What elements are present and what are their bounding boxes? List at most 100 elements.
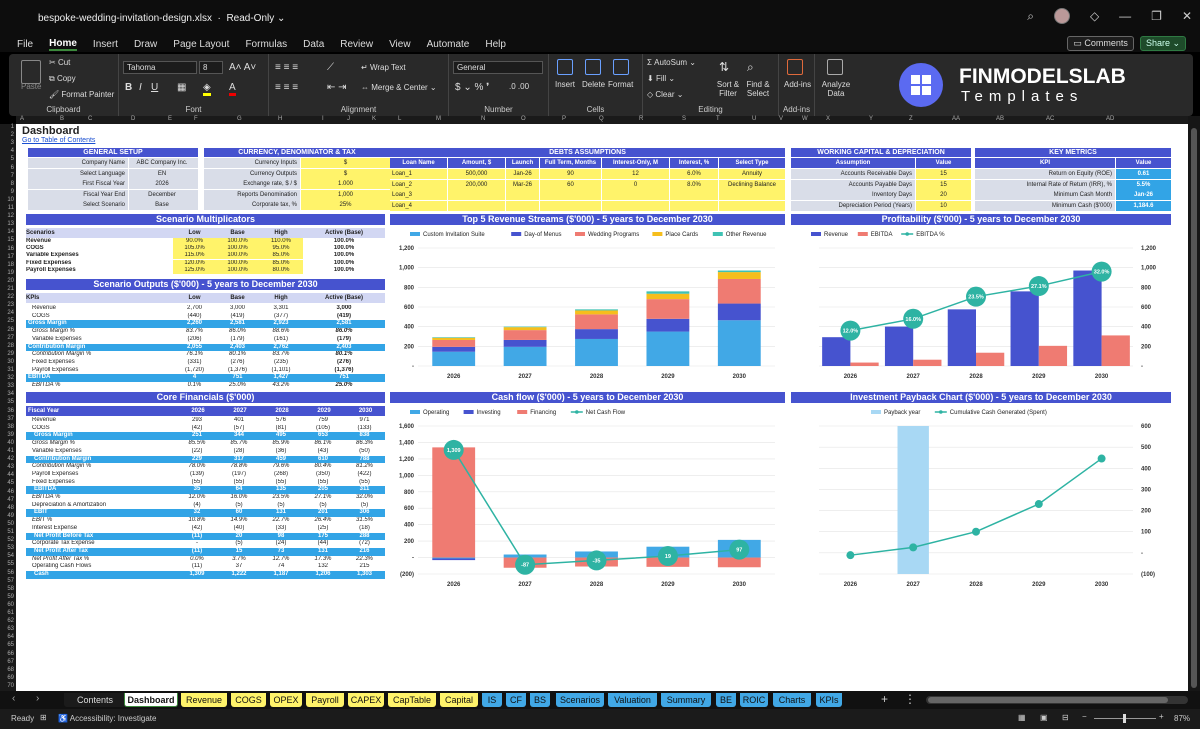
- vertical-scrollbar[interactable]: [1188, 116, 1200, 691]
- analyze-data-icon[interactable]: [827, 59, 843, 75]
- tab-dashboard[interactable]: Dashboard: [124, 693, 178, 707]
- column-header-I[interactable]: I: [322, 116, 324, 122]
- row-header[interactable]: 11: [7, 205, 14, 211]
- row-header[interactable]: 34: [7, 391, 14, 398]
- row-header[interactable]: 36: [7, 407, 14, 414]
- column-header-C[interactable]: C: [88, 116, 93, 122]
- tab-capex[interactable]: CAPEX: [348, 693, 384, 707]
- row-header[interactable]: 2: [10, 132, 14, 139]
- format-cells-icon[interactable]: [613, 59, 629, 75]
- grow-font-icon[interactable]: A˄ A˅: [229, 62, 257, 73]
- row-header[interactable]: 49: [7, 512, 14, 519]
- row-header[interactable]: 59: [7, 593, 14, 600]
- paste-icon[interactable]: [21, 60, 41, 84]
- zoom-out-icon[interactable]: −: [1082, 712, 1087, 721]
- column-header-Q[interactable]: Q: [599, 116, 604, 122]
- fill-color-icon[interactable]: ◈: [203, 82, 211, 96]
- zoom-level[interactable]: 87%: [1174, 714, 1191, 723]
- row-header[interactable]: 28: [7, 342, 14, 349]
- row-header[interactable]: 17: [7, 253, 14, 260]
- tab-payroll[interactable]: Payroll: [306, 693, 344, 707]
- row-header[interactable]: 15: [7, 237, 14, 244]
- row-header[interactable]: 45: [7, 480, 14, 487]
- column-header-Z[interactable]: Z: [909, 116, 913, 122]
- font-name-select[interactable]: Tahoma: [123, 61, 197, 74]
- row-header[interactable]: 38: [7, 423, 14, 430]
- sort-filter-button[interactable]: Sort & Filter: [716, 80, 740, 98]
- cut-button[interactable]: ✂ Cut: [49, 58, 71, 67]
- column-header-F[interactable]: F: [194, 116, 198, 122]
- tab-scenarios[interactable]: Scenarios: [556, 693, 604, 707]
- merge-center-button[interactable]: ⇔ Merge & Center ⌄: [361, 83, 437, 92]
- restore-icon[interactable]: ❐: [1151, 9, 1162, 23]
- addins-icon[interactable]: [787, 59, 803, 75]
- tab-opex[interactable]: OPEX: [270, 693, 302, 707]
- row-header[interactable]: 60: [7, 601, 14, 608]
- align-top-icon[interactable]: ≡ ≡ ≡: [275, 62, 299, 73]
- column-header-U[interactable]: U: [752, 116, 757, 122]
- tab-next-icon[interactable]: ›: [36, 693, 40, 704]
- tab-charts[interactable]: Charts: [773, 693, 811, 707]
- row-header[interactable]: 65: [7, 642, 14, 649]
- row-header[interactable]: 67: [7, 658, 14, 665]
- row-header[interactable]: 40: [7, 439, 14, 446]
- currency-icon[interactable]: $ ⌄ % ❜: [455, 82, 490, 93]
- tab-contents[interactable]: Contents: [64, 693, 126, 707]
- row-header[interactable]: 58: [7, 585, 14, 592]
- underline-icon[interactable]: U: [151, 82, 159, 93]
- search-icon[interactable]: ⌕: [1027, 8, 1034, 23]
- tab-kpis[interactable]: KPIs: [816, 693, 842, 707]
- page-break-icon[interactable]: ⊟: [1062, 713, 1069, 722]
- worksheet[interactable]: Dashboard Go to Table of Contents GENERA…: [16, 124, 1188, 691]
- column-header-AA[interactable]: AA: [952, 116, 961, 122]
- column-header-V[interactable]: V: [779, 116, 784, 122]
- share-button[interactable]: Share ⌄: [1139, 36, 1186, 51]
- decimal-icon[interactable]: .0 .00: [509, 82, 530, 91]
- tab-roic[interactable]: ROIC: [740, 693, 768, 707]
- toc-link[interactable]: Go to Table of Contents: [22, 137, 96, 144]
- sort-filter-icon[interactable]: ⇅: [719, 60, 730, 74]
- bold-icon[interactable]: B: [125, 82, 133, 93]
- column-header-AB[interactable]: AB: [996, 116, 1005, 122]
- menu-help[interactable]: Help: [485, 38, 506, 50]
- number-format-select[interactable]: General: [453, 61, 543, 74]
- macro-record-icon[interactable]: ⊞: [40, 713, 47, 722]
- column-header-R[interactable]: R: [639, 116, 644, 122]
- column-header-A[interactable]: A: [20, 116, 25, 122]
- row-header[interactable]: 46: [7, 488, 14, 495]
- row-header[interactable]: 70: [7, 682, 14, 689]
- row-header[interactable]: 27: [7, 334, 14, 341]
- addins-button[interactable]: Add-ins: [784, 80, 812, 89]
- row-header[interactable]: 42: [7, 456, 14, 463]
- close-icon[interactable]: ✕: [1181, 9, 1192, 23]
- row-header[interactable]: 21: [7, 286, 14, 292]
- format-painter-button[interactable]: 🖌 Format Painter: [49, 90, 115, 99]
- tab-is[interactable]: IS: [482, 693, 502, 707]
- row-header[interactable]: 35: [7, 399, 14, 406]
- column-header-L[interactable]: L: [398, 116, 402, 122]
- row-header[interactable]: 12: [7, 213, 14, 220]
- avatar[interactable]: [1053, 8, 1070, 24]
- row-header[interactable]: 48: [7, 504, 14, 511]
- tab-revenue[interactable]: Revenue: [181, 693, 227, 707]
- row-header[interactable]: 29: [7, 350, 14, 357]
- row-header[interactable]: 6: [10, 164, 14, 171]
- more-sheets-icon[interactable]: ⋮: [904, 692, 916, 706]
- column-header-H[interactable]: H: [278, 116, 283, 122]
- row-header[interactable]: 51: [7, 529, 14, 535]
- row-header[interactable]: 8: [10, 180, 14, 187]
- menu-data[interactable]: Data: [303, 38, 325, 50]
- column-header-X[interactable]: X: [826, 116, 831, 122]
- tab-be[interactable]: BE: [716, 693, 736, 707]
- find-select-button[interactable]: Find & Select: [746, 80, 770, 98]
- row-header[interactable]: 43: [7, 464, 14, 471]
- tab-cf[interactable]: CF: [506, 693, 526, 707]
- column-header-W[interactable]: W: [802, 116, 808, 122]
- zoom-in-icon[interactable]: +: [1159, 712, 1164, 721]
- italic-icon[interactable]: I: [139, 82, 142, 93]
- paste-button[interactable]: Paste: [21, 82, 42, 91]
- find-icon[interactable]: ⌕: [747, 60, 754, 74]
- zoom-slider-handle[interactable]: [1123, 714, 1126, 723]
- tab-bs[interactable]: BS: [530, 693, 550, 707]
- column-header-S[interactable]: S: [682, 116, 687, 122]
